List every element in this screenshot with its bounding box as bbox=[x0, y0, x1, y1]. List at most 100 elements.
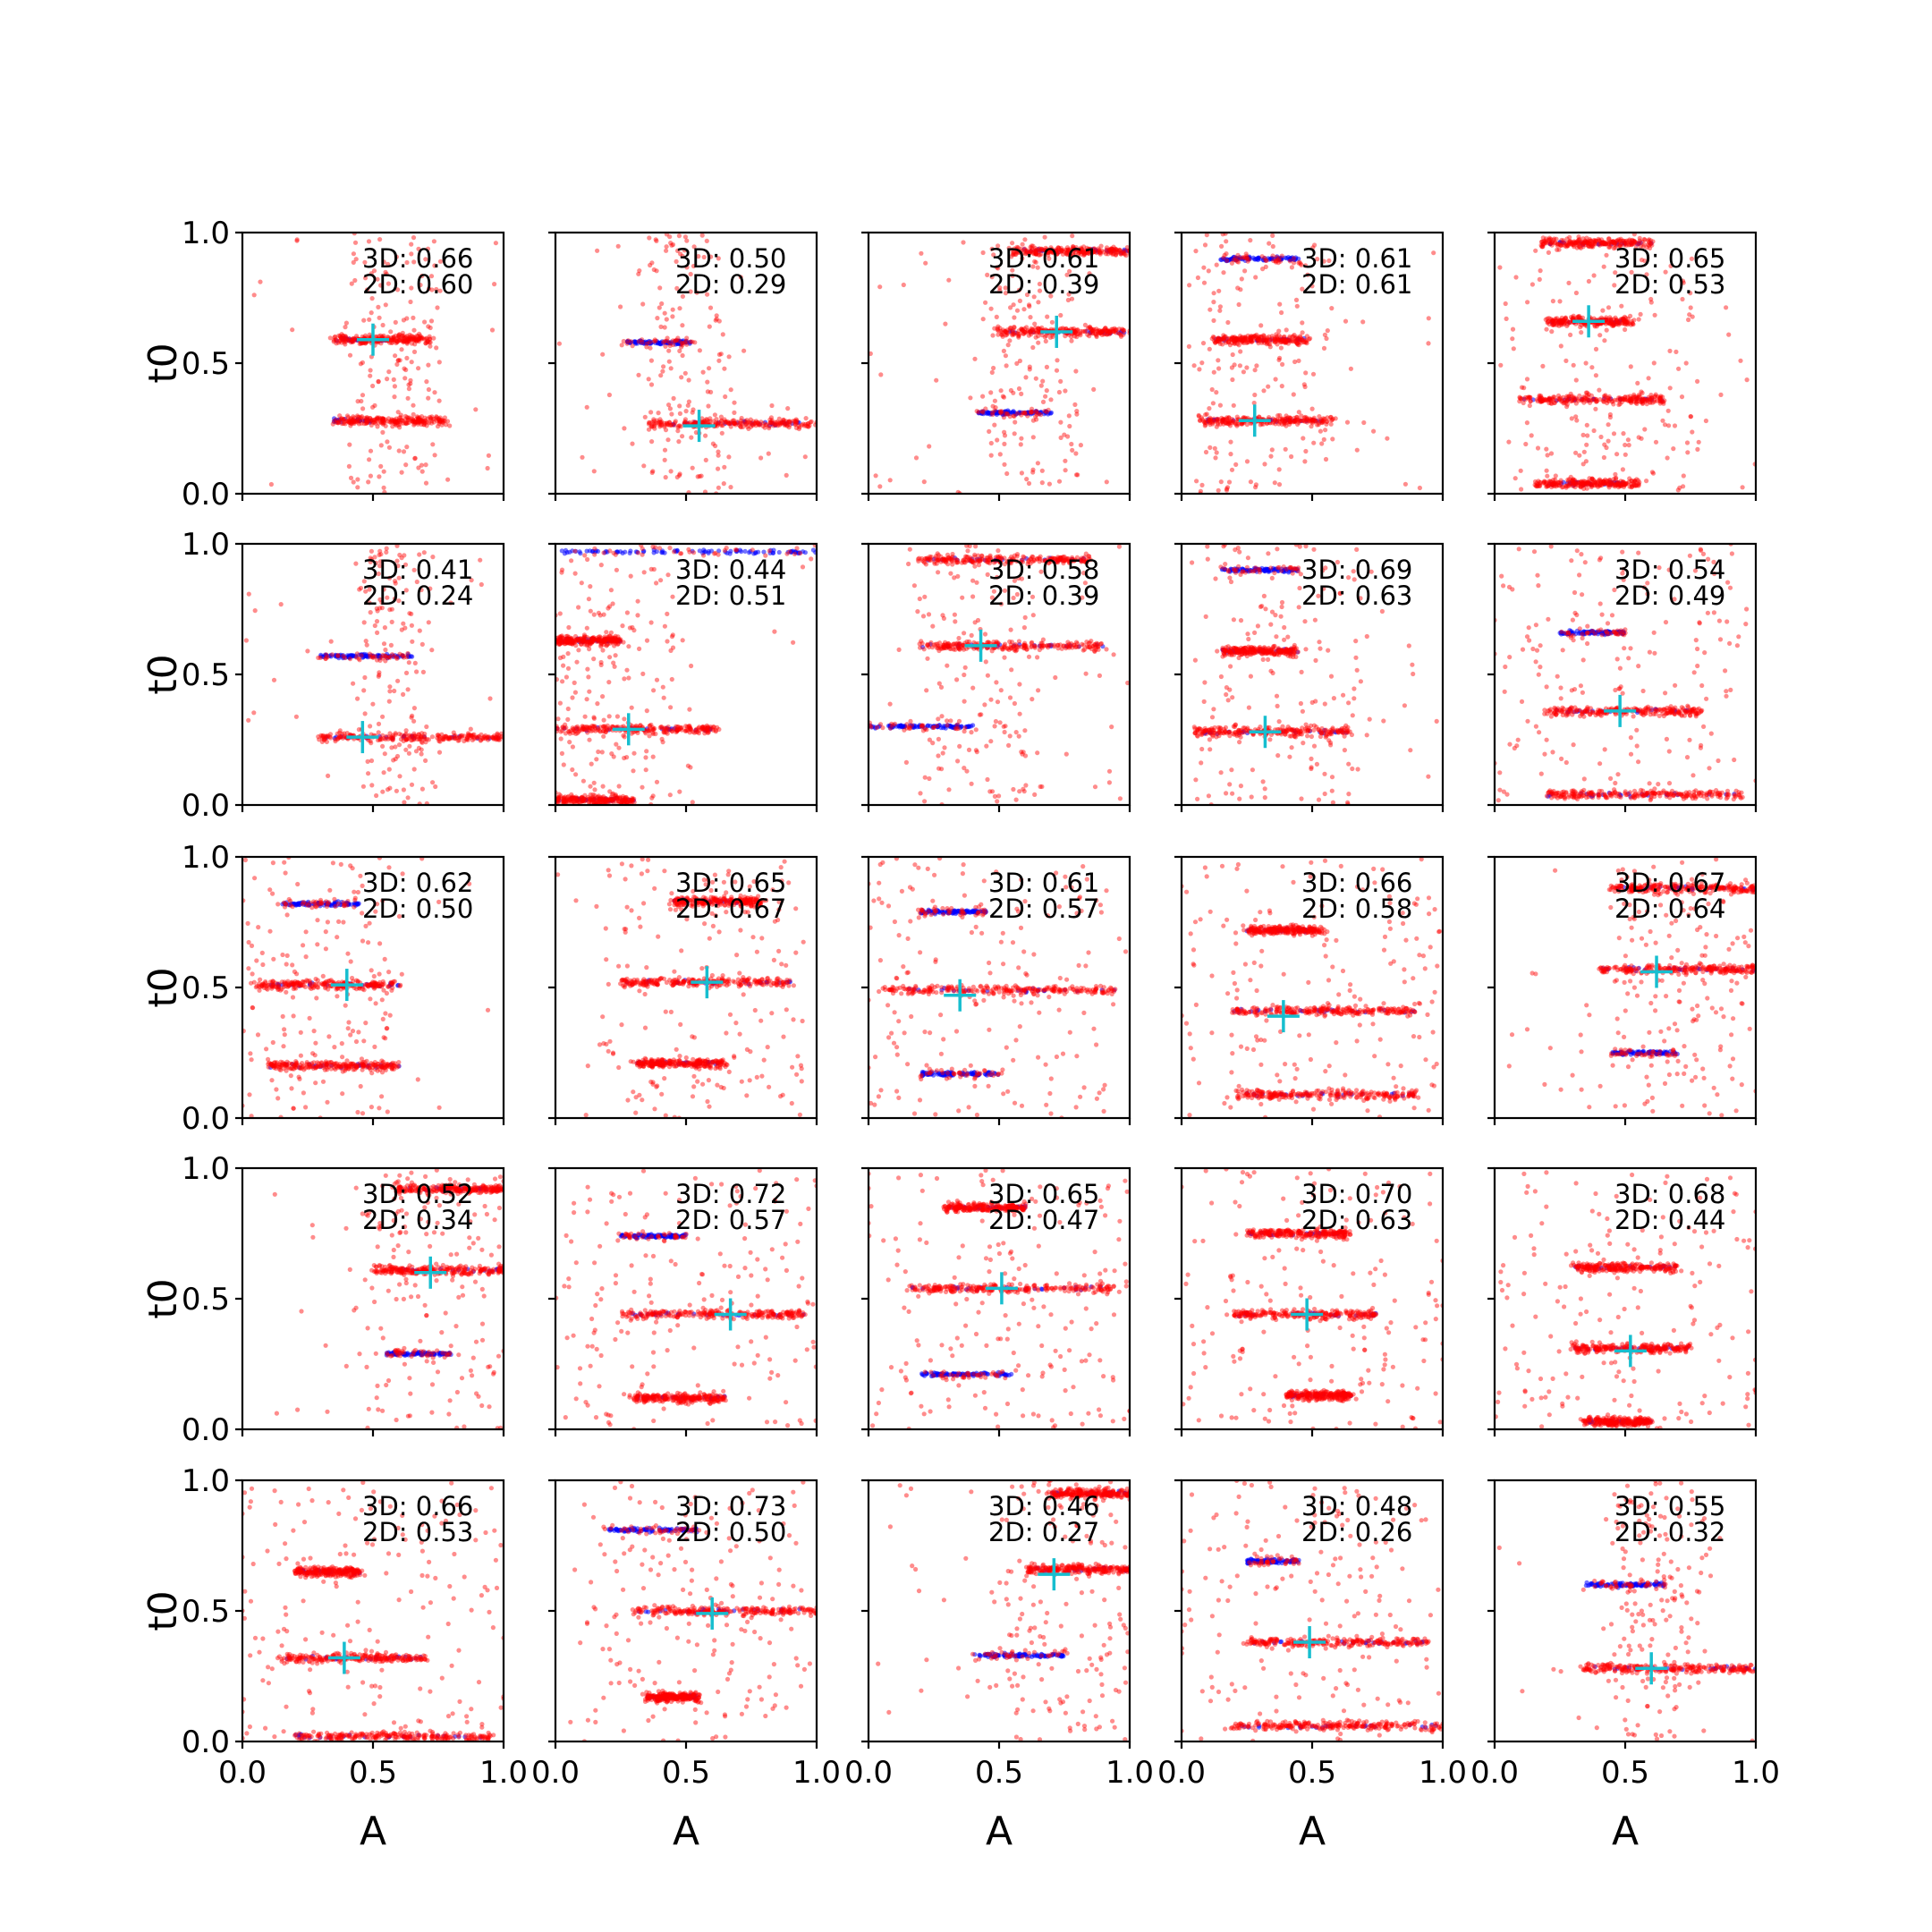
point-2d bbox=[1114, 247, 1119, 252]
point-2d bbox=[1301, 418, 1307, 423]
point-2d bbox=[1544, 326, 1549, 332]
point-2d bbox=[734, 419, 740, 425]
point-2d bbox=[1048, 248, 1055, 253]
point-2d bbox=[1220, 417, 1225, 422]
point-2d bbox=[1055, 245, 1061, 250]
point-2d bbox=[341, 420, 346, 427]
point-2d bbox=[1233, 421, 1238, 427]
point-2d bbox=[1014, 246, 1020, 251]
point-2d bbox=[406, 336, 412, 342]
point-2d bbox=[1593, 406, 1598, 411]
point-3d bbox=[762, 419, 768, 425]
point-3d bbox=[352, 418, 358, 423]
point-2d bbox=[1583, 242, 1589, 248]
point-2d bbox=[1224, 487, 1230, 493]
point-2d bbox=[1624, 322, 1631, 327]
point-2d bbox=[1233, 462, 1239, 468]
point-2d bbox=[1558, 318, 1563, 323]
point-2d bbox=[1011, 390, 1016, 395]
point-2d bbox=[1229, 260, 1234, 266]
point-2d bbox=[410, 737, 415, 742]
point-2d bbox=[1627, 398, 1632, 403]
point-2d bbox=[339, 335, 344, 341]
point-2d bbox=[384, 271, 389, 276]
point-2d bbox=[674, 285, 680, 291]
point-2d bbox=[1234, 423, 1240, 428]
point-2d bbox=[1232, 338, 1237, 343]
point-2d bbox=[1623, 321, 1628, 326]
point-2d bbox=[342, 335, 347, 341]
point-2d bbox=[1570, 398, 1575, 403]
point-2d bbox=[1629, 397, 1635, 402]
point-2d bbox=[1606, 318, 1611, 324]
point-2d bbox=[751, 421, 757, 427]
point-2d bbox=[1001, 415, 1006, 420]
point-2d bbox=[1624, 480, 1630, 486]
point-2d bbox=[805, 421, 810, 427]
point-2d bbox=[1004, 363, 1009, 369]
point-2d bbox=[1589, 242, 1595, 248]
point-2d bbox=[1572, 240, 1577, 245]
point-2d bbox=[402, 562, 409, 567]
point-2d bbox=[418, 333, 423, 338]
point-2d bbox=[1594, 396, 1599, 402]
point-2d bbox=[1319, 441, 1325, 446]
point-2d bbox=[372, 402, 377, 408]
point-2d bbox=[1630, 237, 1635, 242]
point-2d bbox=[691, 419, 696, 425]
point-2d bbox=[347, 442, 352, 447]
point-2d bbox=[1637, 399, 1642, 404]
point-2d bbox=[1524, 420, 1530, 426]
point-2d bbox=[1091, 326, 1097, 332]
point-2d bbox=[395, 410, 401, 415]
point-2d bbox=[1648, 300, 1654, 305]
point-2d bbox=[662, 447, 668, 453]
point-2d bbox=[1081, 252, 1087, 258]
point-2d bbox=[1599, 240, 1605, 245]
point-2d bbox=[375, 424, 380, 429]
point-2d bbox=[1606, 481, 1611, 487]
point-2d bbox=[1218, 336, 1224, 342]
point-2d bbox=[490, 735, 496, 741]
point-2d bbox=[1650, 239, 1656, 244]
point-2d bbox=[392, 384, 397, 389]
point-2d bbox=[1622, 318, 1627, 323]
point-2d bbox=[1573, 482, 1579, 487]
point-2d bbox=[1586, 278, 1591, 284]
point-2d bbox=[1577, 453, 1582, 458]
point-3d bbox=[587, 638, 592, 643]
point-2d bbox=[1297, 337, 1302, 343]
point-2d bbox=[1566, 394, 1572, 399]
point-2d bbox=[714, 313, 719, 318]
point-2d bbox=[1059, 248, 1064, 254]
point-2d bbox=[344, 337, 350, 343]
point-2d bbox=[394, 558, 400, 564]
point-2d bbox=[351, 418, 356, 423]
point-2d bbox=[1286, 419, 1292, 425]
point-2d bbox=[361, 418, 367, 423]
point-2d bbox=[1014, 360, 1020, 366]
point-2d bbox=[720, 423, 725, 428]
point-2d bbox=[1229, 467, 1235, 472]
point-2d bbox=[352, 415, 357, 420]
point-2d bbox=[1082, 250, 1088, 256]
point-2d bbox=[1030, 344, 1036, 351]
point-2d bbox=[976, 410, 981, 415]
point-2d bbox=[1032, 330, 1038, 335]
point-2d bbox=[1417, 485, 1422, 491]
point-2d bbox=[668, 366, 674, 371]
point-2d bbox=[1587, 398, 1592, 403]
point-2d bbox=[379, 599, 385, 606]
point-2d bbox=[397, 651, 402, 657]
point-2d bbox=[341, 653, 346, 659]
point-2d bbox=[412, 455, 418, 462]
point-2d bbox=[1229, 335, 1234, 341]
point-2d bbox=[370, 655, 377, 660]
point-2d bbox=[436, 750, 443, 755]
point-2d bbox=[1504, 316, 1509, 321]
point-2d bbox=[448, 734, 453, 741]
point-2d bbox=[701, 419, 707, 425]
point-2d bbox=[1571, 395, 1576, 401]
point-2d bbox=[1064, 272, 1070, 277]
